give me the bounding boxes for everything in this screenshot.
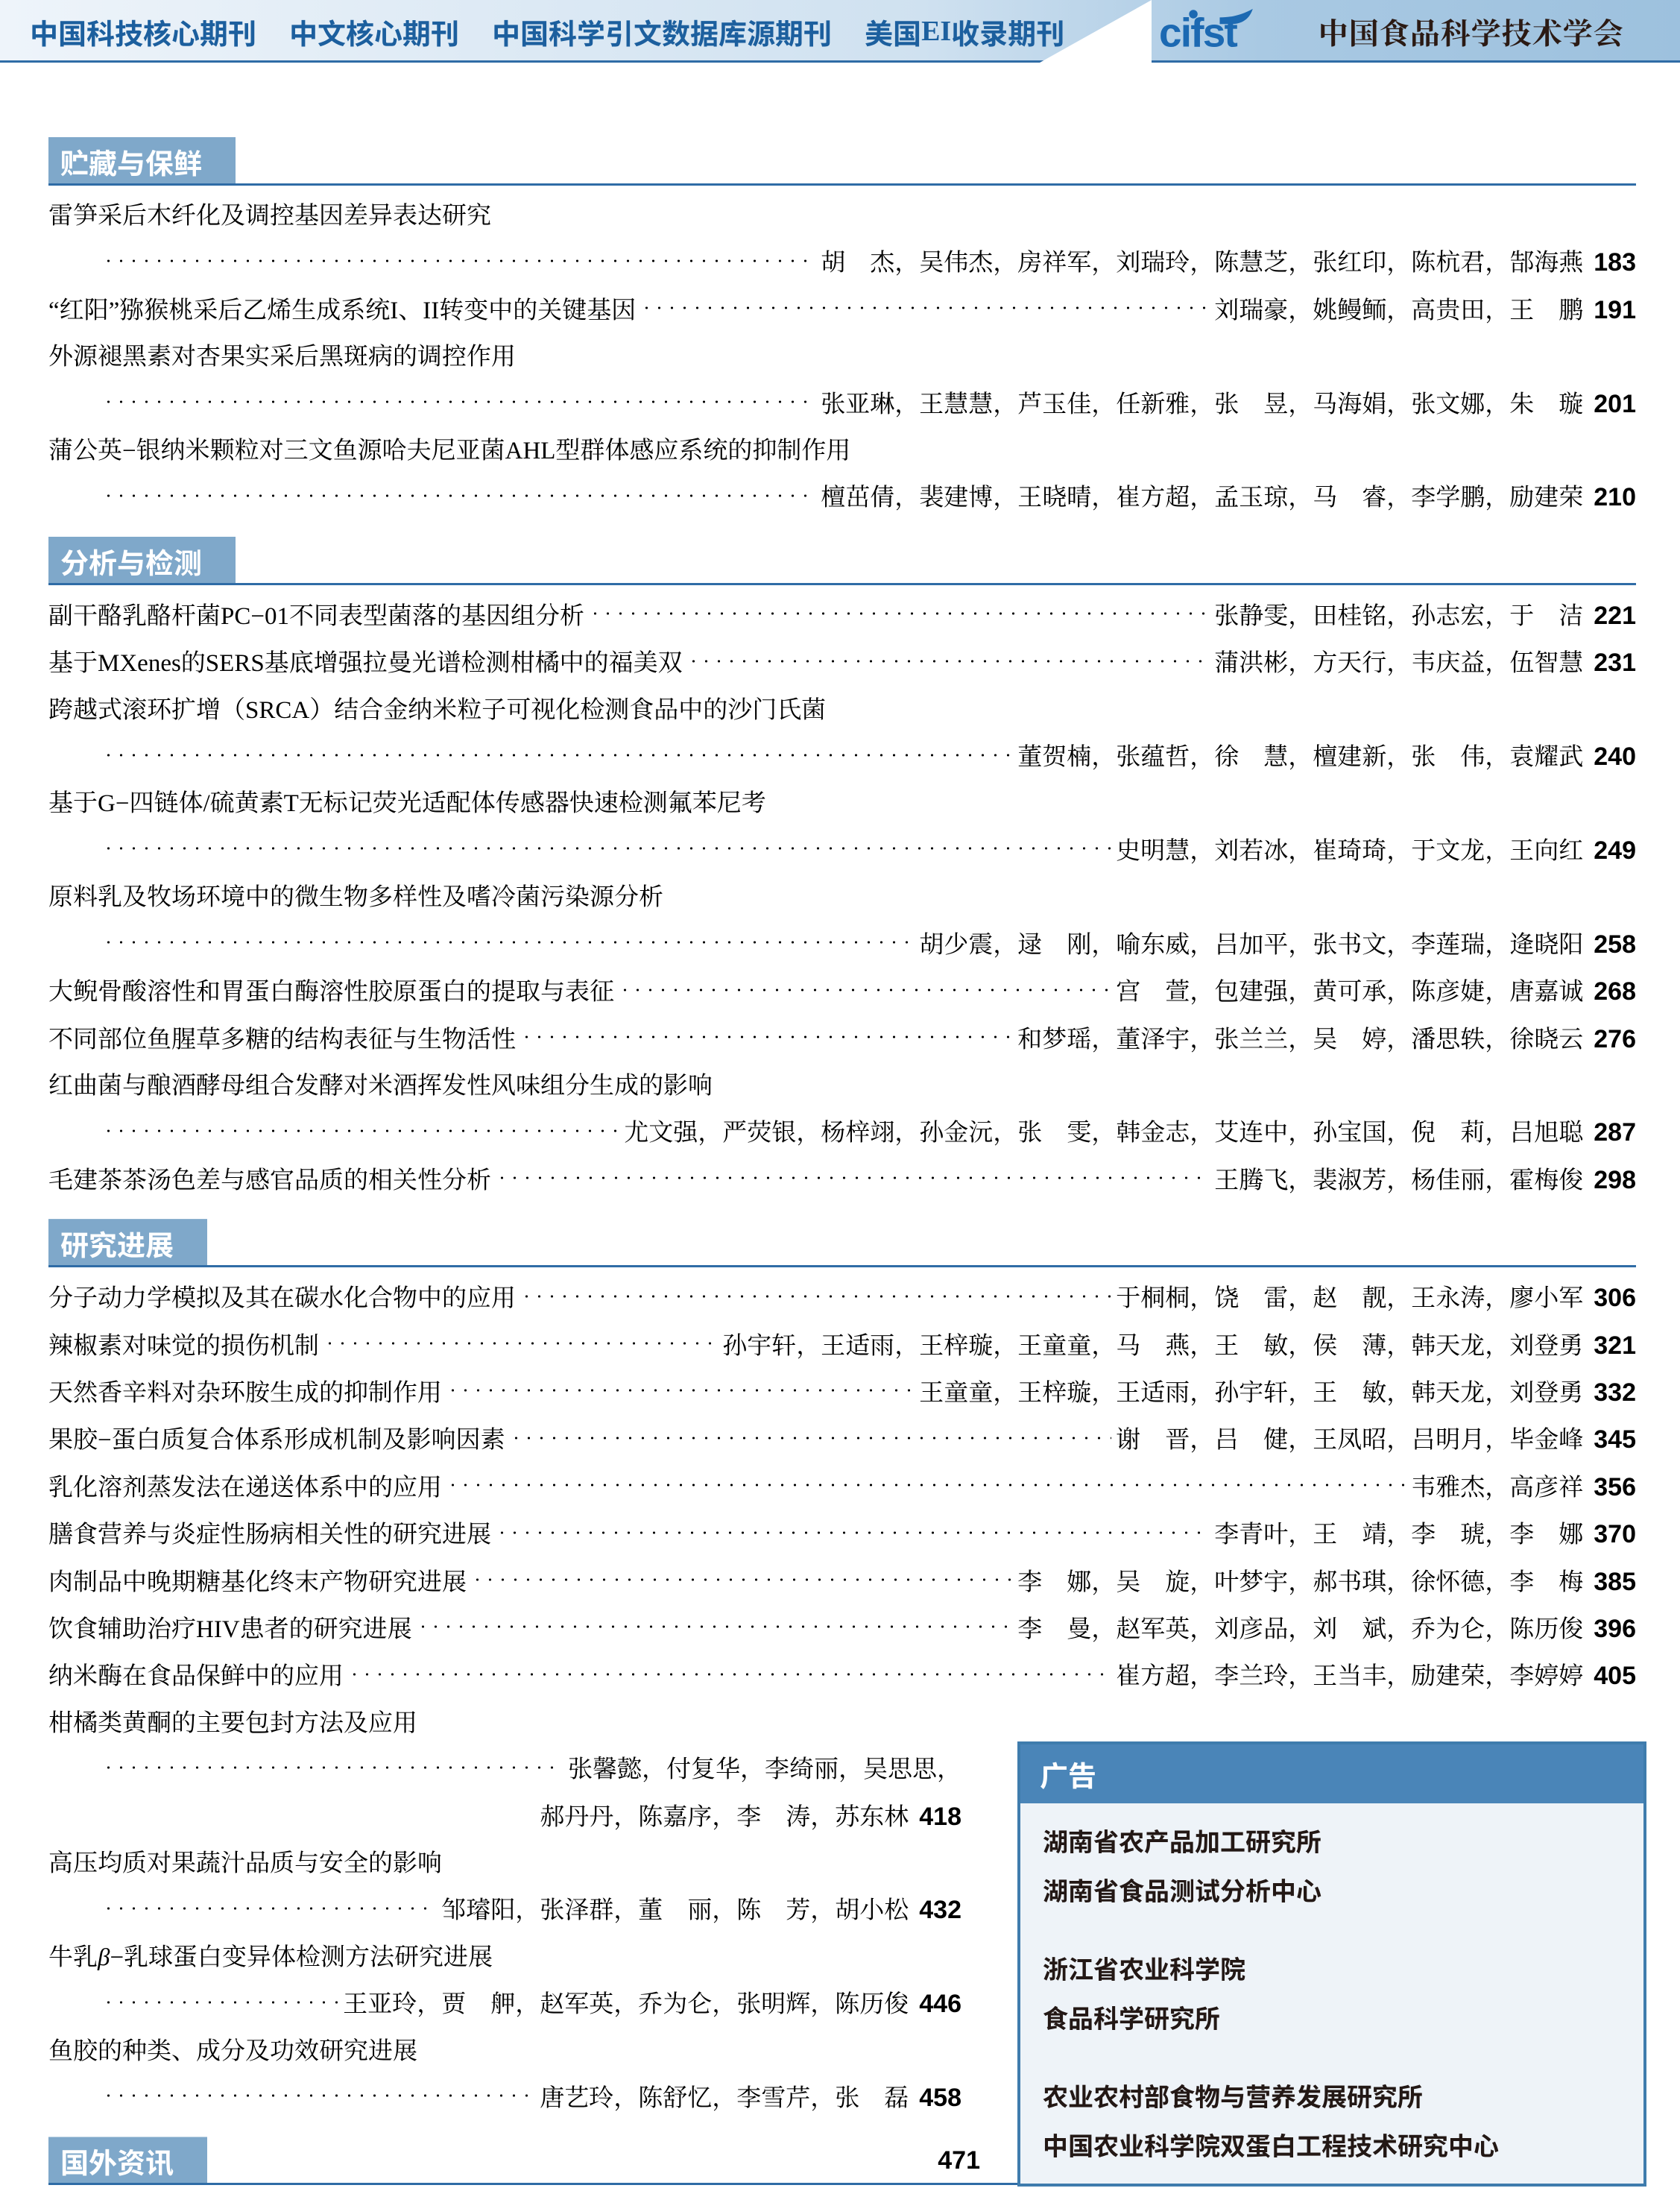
svg-text:cifst: cifst xyxy=(1159,9,1238,54)
